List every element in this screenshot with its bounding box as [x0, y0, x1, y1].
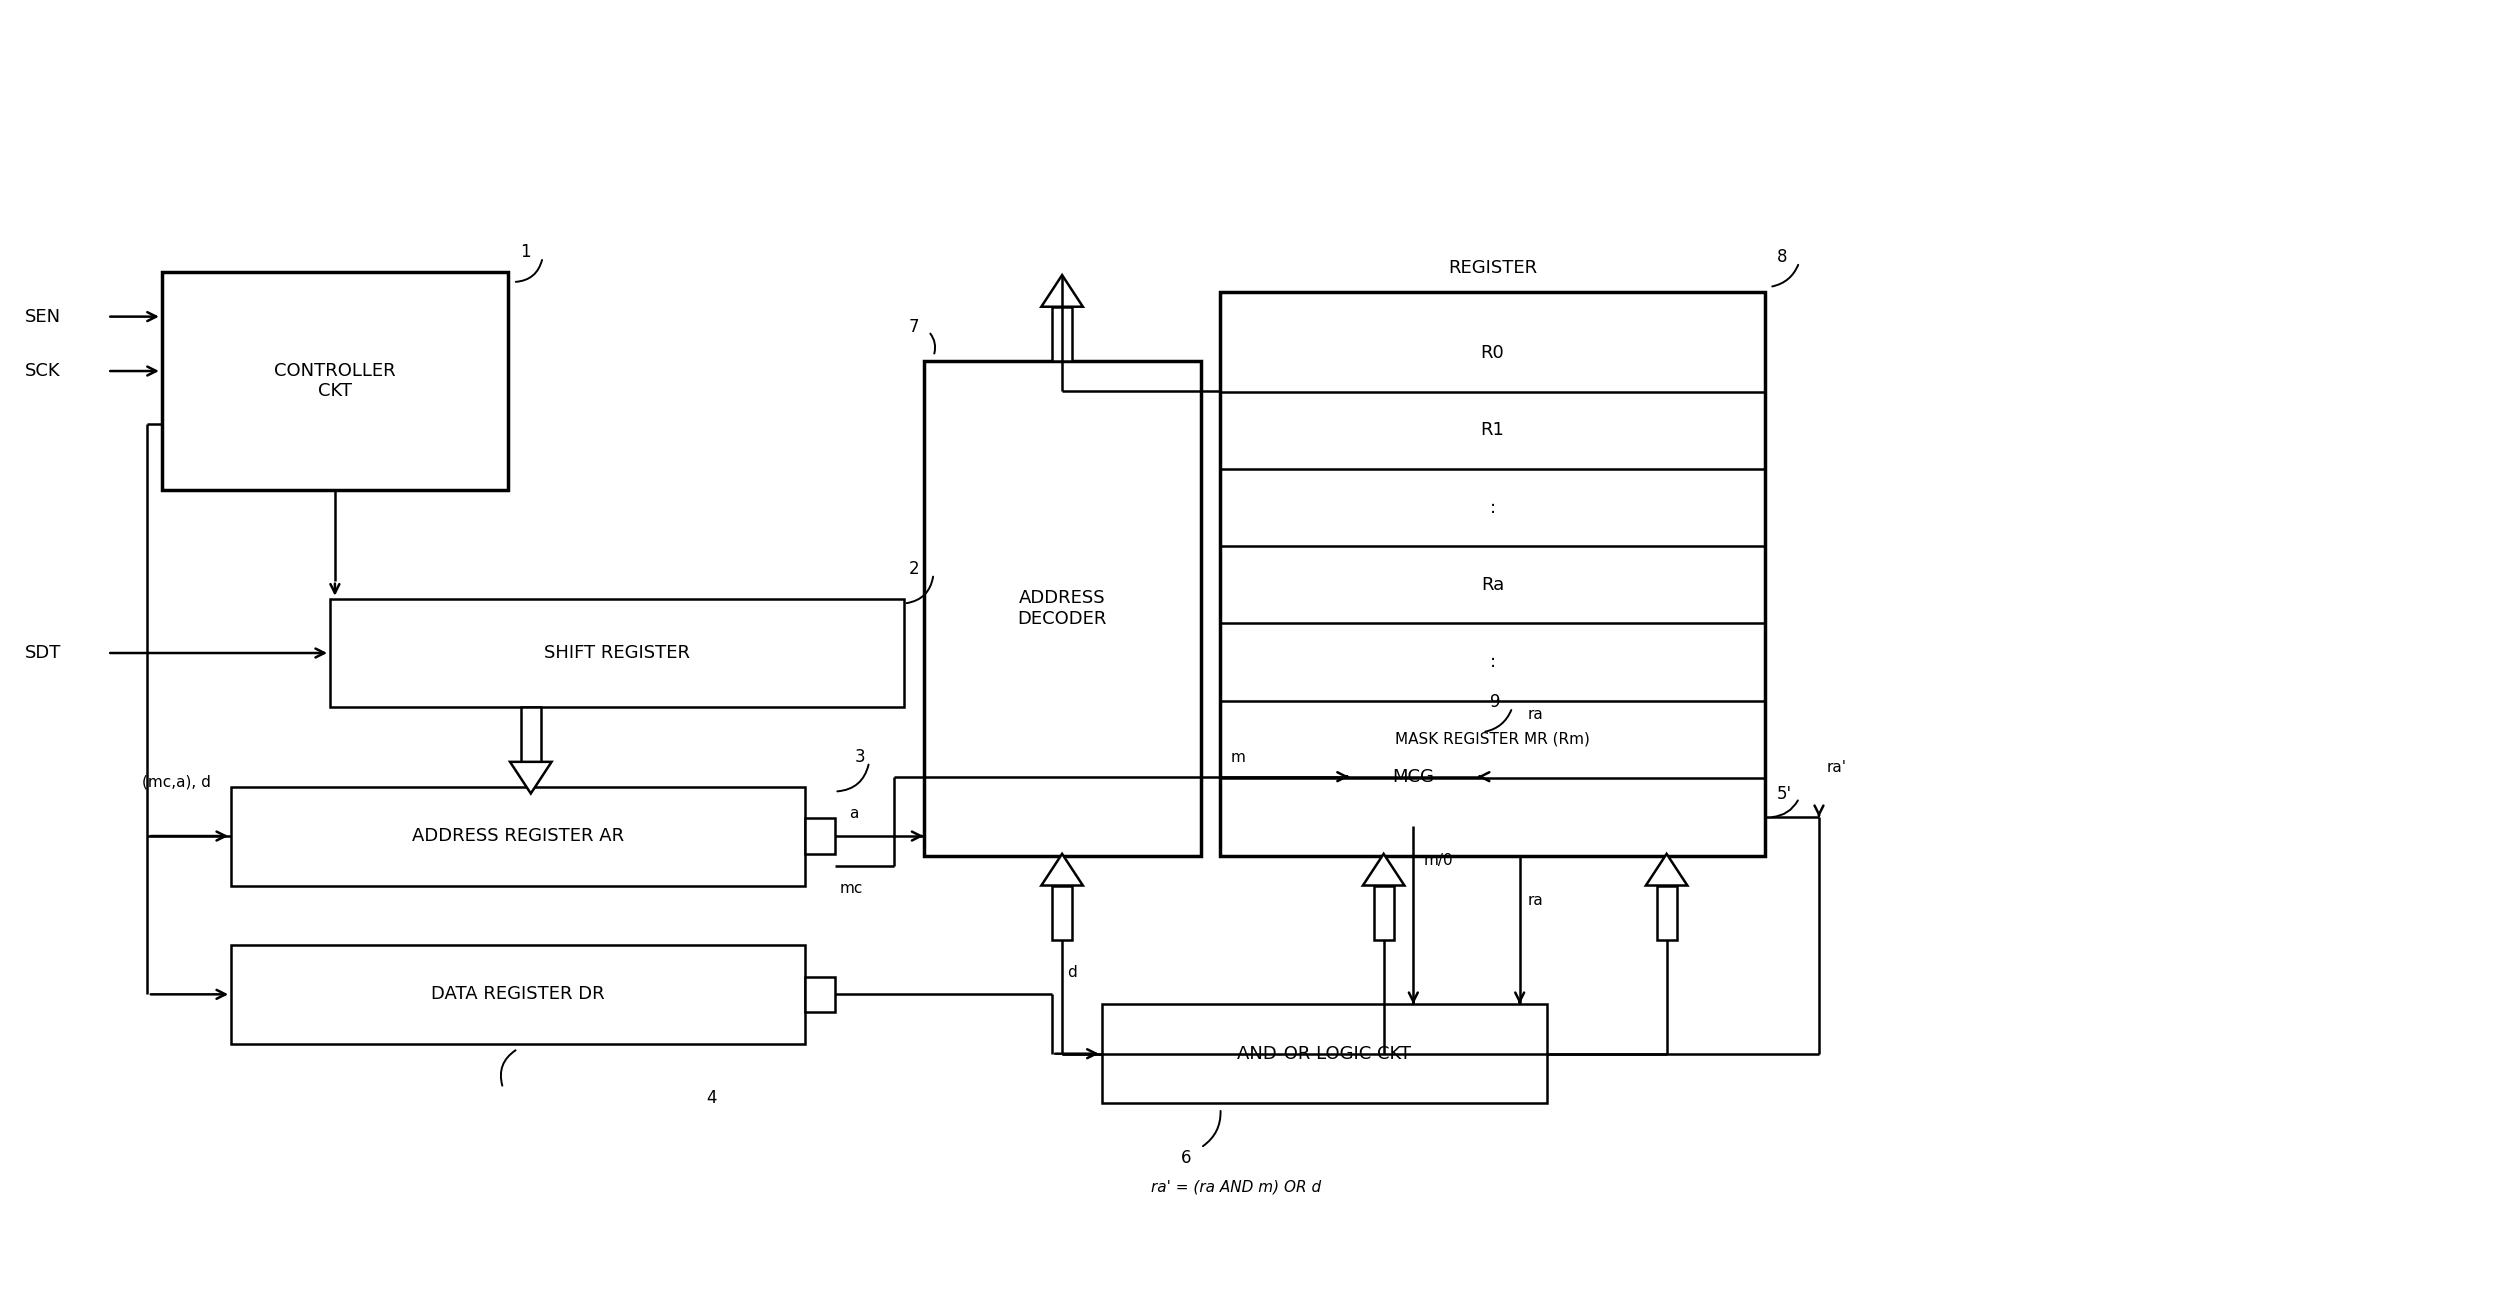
Text: R1: R1 — [1479, 421, 1505, 439]
Bar — [1220, 292, 1764, 855]
Text: ra': ra' — [1827, 760, 1847, 776]
Text: R0: R0 — [1479, 344, 1505, 362]
Text: ra: ra — [1527, 708, 1542, 722]
Text: 8: 8 — [1776, 249, 1786, 267]
Text: ra: ra — [1527, 893, 1542, 908]
Text: m/0: m/0 — [1424, 853, 1452, 869]
Bar — [1374, 886, 1394, 940]
Text: AND-OR LOGIC CKT: AND-OR LOGIC CKT — [1238, 1045, 1411, 1062]
Text: 4: 4 — [707, 1090, 717, 1108]
Text: d: d — [1067, 964, 1077, 980]
Polygon shape — [511, 761, 551, 794]
Polygon shape — [1364, 854, 1404, 886]
Polygon shape — [1042, 275, 1082, 307]
Text: ADDRESS
DECODER: ADDRESS DECODER — [1016, 589, 1107, 628]
Bar — [1349, 727, 1477, 827]
Text: Ra: Ra — [1482, 576, 1505, 594]
Bar — [1052, 886, 1072, 940]
Text: 5': 5' — [1776, 785, 1791, 803]
Text: REGISTER: REGISTER — [1447, 259, 1537, 277]
Bar — [1656, 886, 1676, 940]
Text: ra' = (ra AND m) OR d: ra' = (ra AND m) OR d — [1152, 1180, 1321, 1194]
Text: :: : — [1489, 653, 1495, 671]
Text: 9: 9 — [1489, 693, 1500, 712]
Text: DATA REGISTER DR: DATA REGISTER DR — [430, 985, 604, 1003]
Bar — [231, 944, 805, 1044]
Bar — [161, 272, 508, 489]
Bar — [521, 708, 541, 761]
Text: mc: mc — [840, 880, 863, 896]
Bar — [805, 977, 835, 1012]
Text: 2: 2 — [908, 560, 918, 578]
Bar — [1102, 1005, 1547, 1103]
Bar — [1052, 307, 1072, 361]
Text: SDT: SDT — [25, 644, 60, 662]
Polygon shape — [1042, 854, 1082, 886]
Text: 7: 7 — [908, 318, 918, 336]
Bar — [330, 599, 903, 708]
Bar — [231, 786, 805, 886]
Text: CONTROLLER
CKT: CONTROLLER CKT — [274, 361, 395, 400]
Bar — [805, 819, 835, 854]
Text: m: m — [1230, 749, 1245, 765]
Text: 3: 3 — [855, 748, 866, 766]
Text: ADDRESS REGISTER AR: ADDRESS REGISTER AR — [413, 827, 624, 845]
Text: 1: 1 — [521, 243, 531, 262]
Polygon shape — [1645, 854, 1688, 886]
Text: :: : — [1489, 498, 1495, 517]
Text: a: a — [850, 806, 858, 821]
Text: MASK REGISTER MR (Rm): MASK REGISTER MR (Rm) — [1394, 731, 1590, 747]
Text: SCK: SCK — [25, 362, 60, 381]
Text: 6: 6 — [1180, 1148, 1193, 1167]
Text: SHIFT REGISTER: SHIFT REGISTER — [543, 644, 689, 662]
Text: (mc,a), d: (mc,a), d — [141, 774, 211, 789]
Text: MCG: MCG — [1391, 768, 1434, 786]
Text: SEN: SEN — [25, 307, 60, 326]
Bar — [923, 361, 1200, 855]
